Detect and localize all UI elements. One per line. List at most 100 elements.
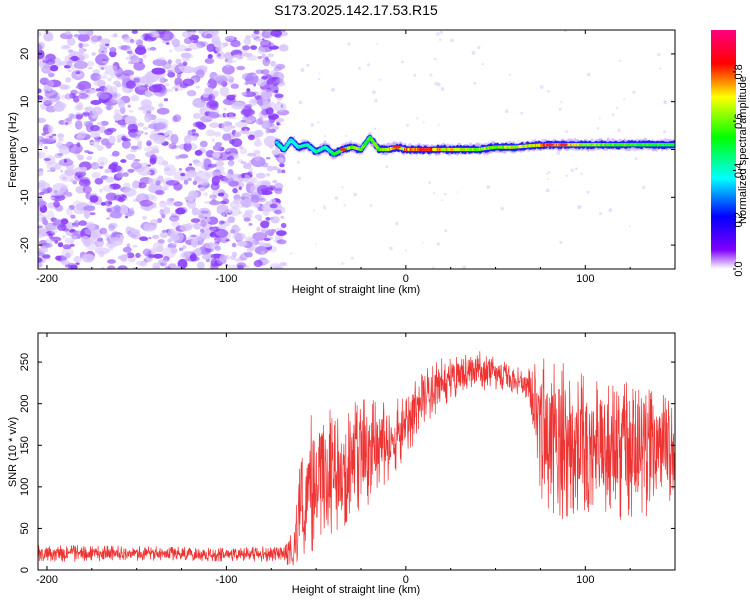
noise-dot xyxy=(318,78,321,81)
noise-dot xyxy=(586,190,590,194)
noise-blob xyxy=(157,56,166,61)
noise-blob xyxy=(269,84,274,88)
colorbar-tick-label: 0.0 xyxy=(733,261,745,276)
noise-blob xyxy=(130,39,135,44)
noise-blob xyxy=(240,161,246,164)
noise-blob xyxy=(247,134,255,141)
noise-dot xyxy=(323,207,327,210)
noise-blob xyxy=(258,218,262,222)
colorbar-gradient xyxy=(711,30,736,269)
noise-blob xyxy=(46,210,55,220)
noise-blob xyxy=(194,247,202,256)
noise-blob xyxy=(253,30,260,35)
noise-blob xyxy=(142,248,152,257)
noise-blob xyxy=(187,177,192,181)
noise-blob xyxy=(136,260,145,266)
noise-blob xyxy=(259,88,273,97)
noise-blob xyxy=(130,207,134,212)
noise-dot xyxy=(436,32,440,36)
noise-blob xyxy=(159,30,174,41)
noise-blob xyxy=(48,135,54,139)
noise-blob xyxy=(119,204,129,215)
snr-x-axis-label: Height of straight line (km) xyxy=(292,584,420,596)
noise-blob xyxy=(77,131,87,139)
noise-blob xyxy=(174,77,183,86)
noise-dot xyxy=(436,82,441,87)
noise-blob xyxy=(61,247,74,258)
noise-blob xyxy=(130,95,139,102)
noise-blob xyxy=(250,45,258,50)
noise-blob xyxy=(170,63,182,74)
noise-blob xyxy=(185,222,194,229)
noise-blob xyxy=(276,230,287,237)
noise-blob xyxy=(280,215,285,219)
noise-dot xyxy=(434,57,437,61)
noise-blob xyxy=(38,170,44,177)
noise-dot xyxy=(558,107,562,111)
noise-blob xyxy=(190,234,197,238)
noise-blob xyxy=(128,88,133,93)
noise-blob xyxy=(180,52,192,59)
noise-blob xyxy=(125,153,136,161)
noise-blob xyxy=(89,195,99,203)
noise-blob xyxy=(38,43,43,52)
noise-blob xyxy=(150,148,160,154)
noise-blob xyxy=(148,30,160,38)
noise-dot xyxy=(662,130,667,134)
noise-blob xyxy=(265,217,271,221)
noise-blob xyxy=(274,187,283,195)
noise-dot xyxy=(450,38,454,43)
noise-blob xyxy=(169,49,173,52)
noise-blob xyxy=(158,103,164,108)
noise-blob xyxy=(183,135,192,144)
noise-blob xyxy=(122,69,134,76)
noise-blob xyxy=(155,189,165,196)
noise-blob xyxy=(142,54,147,59)
noise-blob xyxy=(275,126,280,129)
noise-blob xyxy=(231,242,237,248)
noise-blob xyxy=(169,234,181,241)
noise-blob xyxy=(252,74,257,77)
noise-blob xyxy=(204,87,214,94)
noise-blob xyxy=(56,102,67,110)
noise-blob xyxy=(46,161,60,171)
noise-blob xyxy=(162,229,167,233)
noise-blob xyxy=(90,100,102,105)
noise-dot xyxy=(486,185,491,189)
noise-blob xyxy=(90,35,100,43)
noise-blob xyxy=(44,222,57,231)
noise-blob xyxy=(100,120,109,126)
noise-blob xyxy=(111,161,119,167)
noise-blob xyxy=(242,45,250,51)
noise-blob xyxy=(272,180,278,184)
snr-frame xyxy=(37,332,676,571)
noise-blob xyxy=(209,194,215,200)
noise-blob xyxy=(69,264,78,269)
noise-blob xyxy=(74,120,83,130)
noise-blob xyxy=(186,169,198,178)
noise-blob xyxy=(92,139,100,148)
noise-blob xyxy=(255,172,266,179)
noise-blob xyxy=(151,67,166,75)
noise-blob xyxy=(127,104,131,108)
noise-blob xyxy=(98,46,108,57)
noise-blob xyxy=(269,198,276,204)
noise-blob xyxy=(134,46,147,55)
noise-blob xyxy=(73,33,80,38)
noise-blob xyxy=(252,232,268,241)
noise-blob xyxy=(159,208,164,216)
noise-blob xyxy=(224,254,230,261)
noise-dot xyxy=(372,90,376,95)
noise-blob xyxy=(105,142,112,149)
noise-blob xyxy=(58,61,68,66)
noise-blob xyxy=(133,61,146,71)
noise-blob xyxy=(217,53,221,57)
noise-blob xyxy=(100,67,105,70)
noise-blob xyxy=(107,77,113,82)
noise-blob xyxy=(66,60,73,67)
noise-blob xyxy=(149,157,157,165)
noise-blob xyxy=(126,50,133,55)
colorbar-tick-label: 0.8 xyxy=(733,64,745,79)
noise-blob xyxy=(200,219,207,228)
